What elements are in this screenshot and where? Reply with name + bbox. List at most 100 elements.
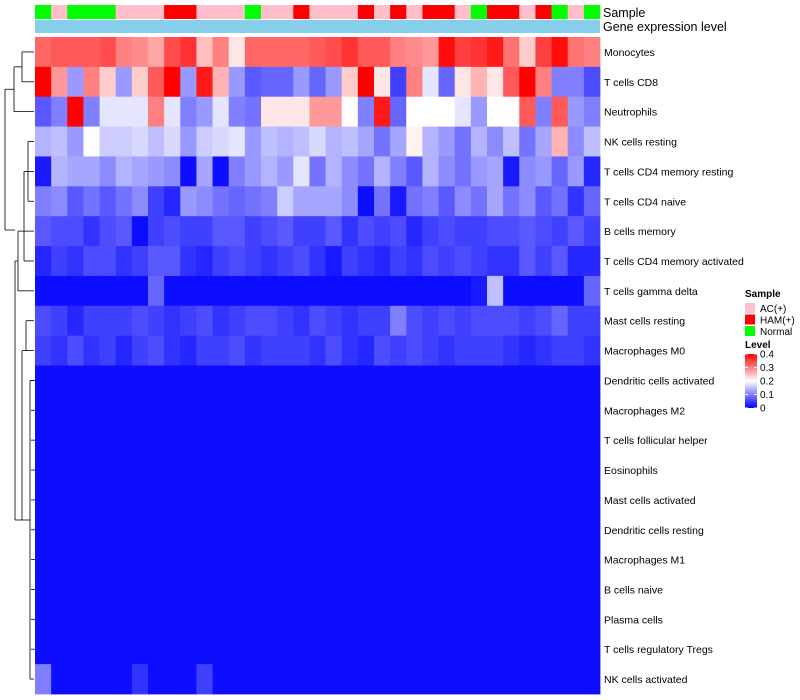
heatmap-cell bbox=[535, 514, 552, 546]
heatmap-cell bbox=[67, 66, 84, 98]
heatmap-cell bbox=[519, 305, 536, 337]
row-label: T cells gamma delta bbox=[604, 286, 698, 298]
heatmap-cell bbox=[422, 425, 439, 456]
sample-annotation-cell bbox=[35, 5, 52, 19]
heatmap-cell bbox=[164, 544, 181, 575]
row-labels: Monocytes T cells CD8 Neutrophils NK cells … bbox=[604, 47, 744, 686]
heatmap-cell bbox=[583, 66, 601, 98]
heatmap-cell bbox=[454, 186, 472, 217]
heatmap-cell bbox=[51, 96, 68, 127]
row-label: B cells memory bbox=[604, 226, 677, 238]
heatmap-cell bbox=[196, 544, 213, 575]
heatmap-cell bbox=[196, 395, 213, 426]
heatmap-cell bbox=[422, 335, 439, 366]
heatmap-cell bbox=[470, 604, 488, 635]
heatmap-cell bbox=[277, 604, 294, 635]
heatmap-cell bbox=[583, 544, 601, 575]
heatmap-cell bbox=[567, 604, 585, 635]
heatmap-cell bbox=[228, 216, 246, 247]
row-label: T cells regulatory Tregs bbox=[604, 644, 713, 656]
sample-annotation-cell bbox=[244, 5, 262, 19]
heatmap-cell bbox=[115, 395, 133, 426]
sample-annotation-cell bbox=[422, 5, 439, 19]
heatmap-cell bbox=[244, 156, 262, 187]
heatmap-cell bbox=[519, 455, 536, 486]
heatmap-cell bbox=[228, 634, 246, 665]
heatmap-cell bbox=[293, 395, 310, 426]
heatmap-cell bbox=[212, 37, 230, 68]
heatmap-cell bbox=[67, 305, 84, 337]
heatmap-cell bbox=[583, 365, 601, 396]
heatmap-cell bbox=[454, 484, 472, 516]
heatmap-cell bbox=[390, 425, 407, 456]
heatmap-cell bbox=[487, 186, 504, 217]
heatmap-cell bbox=[470, 305, 488, 337]
heatmap-cell bbox=[115, 96, 133, 127]
heatmap-cell bbox=[390, 395, 407, 426]
heatmap-cell bbox=[196, 275, 213, 307]
heatmap-cell bbox=[551, 66, 569, 98]
heatmap-cell bbox=[164, 156, 181, 187]
heatmap-cell bbox=[341, 544, 359, 575]
heatmap-cell bbox=[503, 186, 520, 217]
heatmap-cell bbox=[164, 365, 181, 396]
heatmap-cell bbox=[180, 365, 197, 396]
heatmap-cell bbox=[503, 66, 520, 98]
heatmap-cell bbox=[583, 604, 601, 635]
heatmap-cell bbox=[244, 544, 262, 575]
heatmap-cell bbox=[244, 37, 262, 68]
heatmap-cell bbox=[406, 216, 423, 247]
heatmap-cell bbox=[309, 634, 326, 665]
heatmap-cell bbox=[277, 66, 294, 98]
heatmap-cell bbox=[567, 514, 585, 546]
heatmap-cell bbox=[277, 455, 294, 486]
sample-annotation-cell bbox=[341, 5, 359, 19]
heatmap-cell bbox=[212, 96, 230, 127]
heatmap-cell bbox=[83, 126, 100, 157]
heatmap-cell bbox=[35, 335, 52, 366]
heatmap-cell bbox=[406, 246, 423, 277]
heatmap-cell bbox=[535, 66, 552, 98]
heatmap-cell bbox=[212, 275, 230, 307]
heatmap-cell bbox=[390, 37, 407, 68]
heatmap-cell bbox=[99, 156, 117, 187]
heatmap-cell bbox=[309, 96, 326, 127]
heatmap-cell bbox=[115, 126, 133, 157]
heatmap-cell bbox=[244, 574, 262, 605]
heatmap-cell bbox=[567, 335, 585, 366]
heatmap-cell bbox=[277, 126, 294, 157]
heatmap-cell bbox=[309, 604, 326, 635]
heatmap-cell bbox=[390, 335, 407, 366]
heatmap-cell bbox=[406, 126, 423, 157]
heatmap-cell bbox=[35, 664, 52, 695]
heatmap-cell bbox=[277, 544, 294, 575]
heatmap-cell bbox=[325, 604, 343, 635]
heatmap-cell bbox=[131, 37, 149, 68]
heatmap-cell bbox=[503, 455, 520, 486]
heatmap-cell bbox=[357, 275, 375, 307]
heatmap-cell bbox=[406, 455, 423, 486]
heatmap-cell bbox=[148, 246, 165, 277]
heatmap-cell bbox=[357, 156, 375, 187]
heatmap-cell bbox=[212, 246, 230, 277]
heatmap-cell bbox=[51, 574, 68, 605]
heatmap-cell bbox=[341, 96, 359, 127]
heatmap-cell bbox=[454, 156, 472, 187]
heatmap-cell bbox=[325, 365, 343, 396]
sample-annotation-bar bbox=[35, 5, 601, 19]
heatmap-cell bbox=[487, 544, 504, 575]
heatmap-cell bbox=[244, 484, 262, 516]
heatmap-cell bbox=[583, 37, 601, 68]
heatmap-cell bbox=[196, 37, 213, 68]
heatmap-cell bbox=[470, 246, 488, 277]
heatmap-cell bbox=[519, 275, 536, 307]
heatmap-cell bbox=[196, 186, 213, 217]
heatmap-cell bbox=[131, 544, 149, 575]
heatmap-cell bbox=[309, 335, 326, 366]
heatmap-cell bbox=[422, 37, 439, 68]
sample-annotation-cell bbox=[228, 5, 246, 19]
heatmap-cell bbox=[357, 455, 375, 486]
heatmap-cell bbox=[309, 186, 326, 217]
heatmap-cell bbox=[487, 37, 504, 68]
heatmap-cell bbox=[325, 634, 343, 665]
